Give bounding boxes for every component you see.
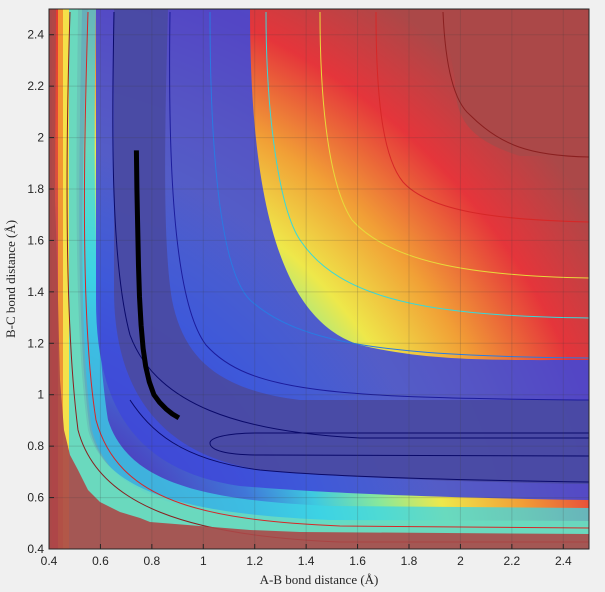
contour-line-6 bbox=[375, 11, 589, 223]
y-tick-label: 1 bbox=[37, 388, 44, 402]
contour-line-2 bbox=[169, 11, 589, 401]
y-axis-ticks: 0.4 0.6 0.8 1 1.2 1.4 1.6 1.8 2 2.2 2.4 bbox=[27, 28, 54, 556]
y-tick-label: 1.8 bbox=[27, 182, 44, 196]
x-tick-label: 1.6 bbox=[349, 554, 366, 568]
x-tick-label: 0.8 bbox=[144, 554, 161, 568]
contour-line-channel bbox=[209, 432, 589, 457]
x-tick-label: 2 bbox=[457, 554, 464, 568]
contour-line-channel-2 bbox=[129, 399, 589, 483]
energy-band-navy-vertical bbox=[114, 9, 589, 484]
contour-line-5 bbox=[319, 11, 589, 279]
x-axis-ticks: 0.4 0.6 0.8 1 1.2 1.4 1.6 1.8 2 2.2 2.4 bbox=[41, 544, 572, 568]
contour-line-3 bbox=[209, 11, 589, 359]
grid-lines bbox=[48, 9, 589, 550]
contour-line-top-right bbox=[442, 11, 589, 158]
y-tick-label: 1.2 bbox=[27, 336, 44, 350]
x-axis-label: A-B bond distance (Å) bbox=[260, 572, 379, 587]
x-tick-label: 0.6 bbox=[92, 554, 109, 568]
contour-line-wall-1 bbox=[83, 11, 589, 529]
x-tick-label: 2.4 bbox=[555, 554, 572, 568]
y-tick-label: 1.6 bbox=[27, 233, 44, 247]
y-tick-label: 0.4 bbox=[27, 542, 44, 556]
contour-line-4 bbox=[265, 11, 589, 319]
y-tick-label: 1.4 bbox=[27, 285, 44, 299]
trajectory-line bbox=[133, 150, 181, 421]
y-tick-label: 2.2 bbox=[27, 79, 44, 93]
x-tick-label: 1.2 bbox=[246, 554, 263, 568]
x-tick-label: 2.2 bbox=[504, 554, 521, 568]
contour-line-1 bbox=[112, 11, 589, 439]
plot-area-border bbox=[48, 8, 590, 550]
x-tick-label: 1.4 bbox=[298, 554, 315, 568]
x-tick-label: 1 bbox=[200, 554, 207, 568]
y-axis-label: B-C bond distance (Å) bbox=[3, 220, 18, 338]
x-tick-label: 0.4 bbox=[41, 554, 58, 568]
y-tick-label: 0.6 bbox=[27, 491, 44, 505]
x-tick-label: 1.8 bbox=[401, 554, 418, 568]
trajectory-layer bbox=[133, 150, 181, 421]
energy-band-cyan bbox=[69, 9, 589, 549]
y-tick-label: 2.4 bbox=[27, 28, 44, 42]
y-tick-label: 0.8 bbox=[27, 439, 44, 453]
energy-plateau-top-right bbox=[443, 9, 589, 156]
y-tick-label: 2 bbox=[37, 131, 44, 145]
